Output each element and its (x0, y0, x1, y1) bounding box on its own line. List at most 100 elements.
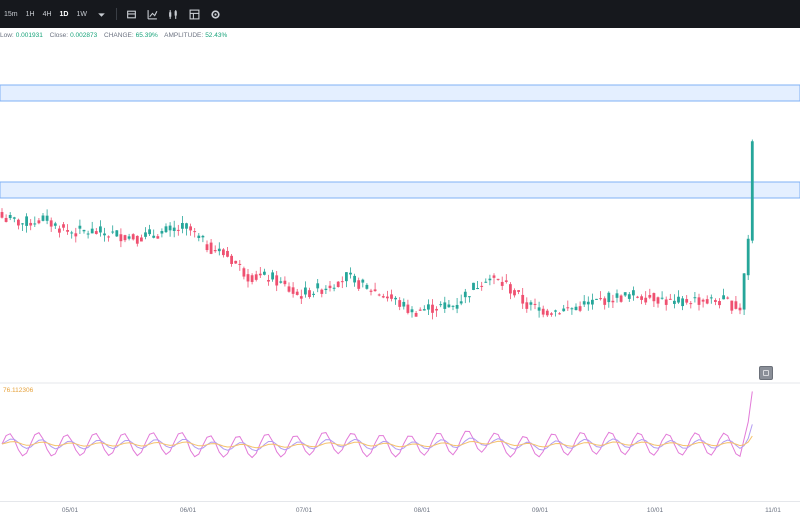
candle-body (656, 297, 660, 304)
candle (53, 221, 57, 229)
candle (357, 277, 361, 291)
candle (570, 307, 574, 315)
candle (386, 290, 389, 302)
candle (705, 295, 709, 305)
candle-body (107, 236, 110, 238)
candle (677, 290, 680, 304)
candle (381, 293, 385, 299)
candle (299, 289, 303, 304)
timeframe-4h[interactable]: 4H (42, 10, 52, 18)
candle (209, 238, 213, 255)
candle-body (422, 309, 426, 311)
candle-body (578, 306, 582, 311)
candle-body (451, 305, 455, 307)
candle-body (176, 229, 180, 231)
candle-body (402, 301, 406, 307)
candle (611, 294, 615, 309)
candle-body (181, 222, 184, 229)
candle (730, 300, 734, 314)
candle (463, 288, 467, 304)
candle (439, 301, 443, 308)
candle-body (381, 296, 385, 298)
candle-body (611, 300, 615, 303)
candle (742, 273, 746, 315)
candle (353, 273, 356, 287)
timeframe-1d[interactable]: 1D (59, 10, 69, 18)
candle (472, 282, 475, 291)
candle (578, 301, 582, 313)
candle (414, 310, 418, 317)
candle-body (394, 297, 397, 300)
caret-down-icon[interactable] (96, 9, 107, 20)
candle (734, 295, 738, 310)
candle (291, 282, 295, 298)
candle (480, 281, 484, 291)
candle (394, 296, 397, 305)
candle-body (541, 308, 545, 315)
candle-body (640, 296, 643, 300)
candle-body (525, 302, 529, 309)
candle-body (435, 308, 438, 311)
candle-body (685, 299, 689, 303)
candle (459, 294, 463, 306)
candle (615, 289, 619, 303)
candle-body (521, 294, 525, 304)
candle-body (373, 289, 377, 292)
candle-body (258, 273, 262, 276)
low-value: 0.001931 (15, 32, 43, 39)
candle-body (529, 302, 533, 305)
candle-body (701, 299, 705, 302)
candle (135, 235, 139, 247)
candle (41, 213, 45, 222)
candle (205, 240, 209, 253)
candle (607, 291, 611, 308)
candle (418, 307, 422, 311)
candle-body (172, 227, 176, 231)
candle (99, 220, 102, 237)
candle-body (627, 294, 631, 299)
candle-body (234, 260, 238, 264)
candle-body (603, 298, 607, 305)
candle (316, 278, 320, 293)
candles-icon[interactable] (126, 9, 137, 20)
time-tick: 05/01 (61, 507, 79, 514)
candle (94, 227, 98, 235)
layout-icon[interactable] (189, 9, 200, 20)
candle-body (111, 231, 115, 233)
candle-body (201, 235, 205, 238)
candle-body (722, 295, 725, 300)
candle-body (513, 290, 516, 296)
candle-body (263, 271, 266, 275)
candle-body (615, 293, 619, 298)
candle-body (439, 304, 443, 306)
price-chart[interactable] (0, 28, 800, 501)
candle (509, 282, 512, 300)
candle (0, 208, 4, 219)
candle-body (291, 287, 295, 294)
candle-body (189, 226, 192, 231)
candle-body (386, 296, 389, 299)
scroll-to-latest-button[interactable] (759, 366, 773, 380)
candle-body (673, 300, 676, 304)
candle-body (58, 228, 61, 233)
indicators-icon[interactable] (147, 9, 158, 20)
candle-body (12, 217, 16, 219)
timeframe-1w[interactable]: 1W (76, 10, 87, 18)
timeframe-15m[interactable]: 15m (4, 10, 18, 18)
timeframe-1h[interactable]: 1H (25, 10, 35, 18)
candle (103, 227, 106, 242)
candle (562, 304, 566, 312)
candle (586, 296, 590, 311)
candle (427, 299, 430, 315)
candle-body (0, 212, 4, 218)
candles (0, 139, 754, 320)
candle (345, 272, 348, 288)
candle-body (168, 225, 172, 231)
compare-icon[interactable] (168, 9, 179, 20)
candle-body (504, 280, 508, 282)
candle (685, 295, 689, 305)
candle-body (574, 306, 578, 311)
candle-body (709, 297, 713, 299)
candle (29, 219, 33, 231)
settings-icon[interactable] (210, 9, 221, 20)
